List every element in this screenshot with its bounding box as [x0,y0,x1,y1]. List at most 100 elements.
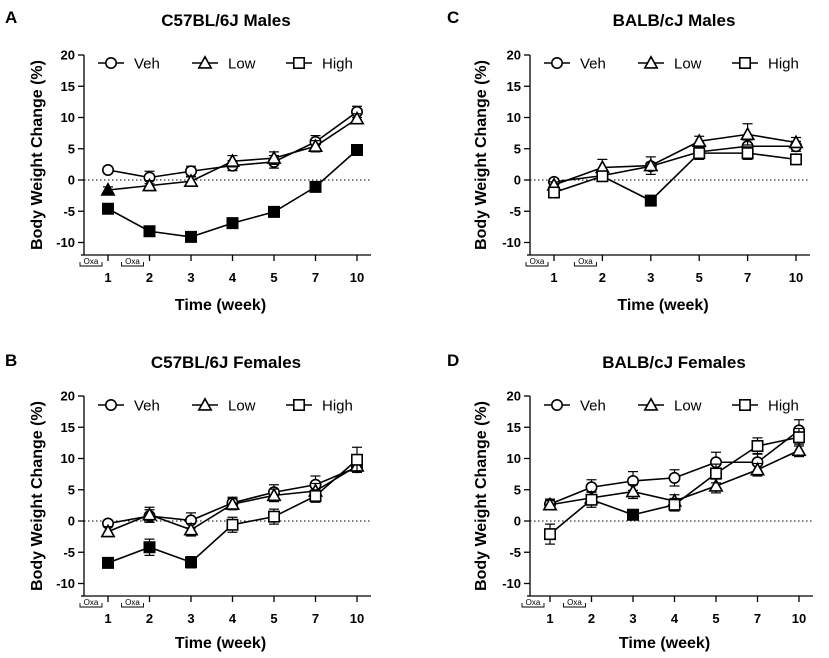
data-point [224,153,241,168]
y-tick-label: 0 [514,173,521,188]
x-tick-label: 7 [312,611,319,626]
data-point [596,170,609,183]
data-point [709,467,722,480]
data-point [102,202,115,215]
data-point [102,556,115,569]
oxa-bracket [563,603,586,608]
data-point [183,521,199,536]
data-point [349,110,365,125]
y-axis-title: Body Weight Change (%) [473,60,490,250]
data-point [585,493,598,506]
oxa-label: Oxa [526,598,541,607]
legend-entry-low: Low [192,55,256,73]
oxa-label: Oxa [530,257,545,266]
legend-label: Low [674,56,702,73]
legend-label: Veh [580,398,606,415]
legend-marker [105,398,118,411]
oxa-label: Oxa [84,598,99,607]
panel-letter: C [447,8,459,27]
x-tick-label: 3 [187,611,194,626]
data-point [226,217,239,230]
chart-title: C57BL/6J Males [161,11,290,30]
oxa-label: Oxa [125,257,140,266]
chart-title: BALB/cJ Females [602,353,746,372]
legend-entry-high: High [732,398,799,415]
data-point [141,506,158,521]
x-tick-label: 2 [588,611,595,626]
x-tick-label: 1 [104,611,111,626]
y-tick-label: 0 [68,514,75,529]
oxa-label: Oxa [567,598,582,607]
y-tick-label: 15 [61,79,75,94]
data-point [141,177,158,192]
oxa-bracket [121,603,144,608]
legend-marker [292,56,305,69]
y-tick-label: 5 [68,141,75,156]
legend-label: Veh [134,398,160,415]
x-tick-label: 10 [350,611,364,626]
oxa-label: Oxa [125,598,140,607]
x-tick-label: 10 [792,611,806,626]
y-tick-label: 5 [514,482,521,497]
y-tick-label: 15 [61,420,75,435]
legend-marker [738,56,751,69]
data-point [789,153,802,166]
series-high [547,146,802,207]
panel-a: A C57BL/6J Males -10 -5 0 5 10 15 20 1 2 3 4 5 7 10 Oxa O… [5,8,371,314]
data-point [143,225,156,238]
data-point [751,439,764,452]
legend-label: High [768,56,799,73]
x-tick-label: 1 [550,270,557,285]
legend-label: High [322,398,353,415]
y-tick-label: 10 [507,110,521,125]
x-axis-title: Time (week) [175,297,266,314]
data-point [267,205,280,218]
y-tick-label: 0 [68,173,75,188]
x-tick-label: 3 [629,611,636,626]
legend-marker [643,55,659,69]
x-tick-label: 5 [696,270,703,285]
data-point [643,157,659,172]
data-point [668,498,681,511]
legend-marker [550,56,563,69]
x-axis-title: Time (week) [617,297,708,314]
series-line [553,152,797,202]
data-point [792,431,805,444]
series-high [102,446,363,569]
data-point [350,144,363,157]
legend-marker [197,55,213,69]
data-point [185,556,198,569]
oxa-bracket [79,603,103,608]
y-tick-label: 0 [514,514,521,529]
panel-c: C BALB/cJ Males -10 -5 0 5 10 15 20 1 2 3 5 7 10 Oxa Oxa… [447,8,810,314]
oxa-bracket [525,262,549,267]
legend-label: Veh [580,56,606,73]
legend-marker [197,397,213,411]
panel-b: B C57BL/6J Females -10 -5 0 5 10 15 20 1 2 3 4 5 7 10 Ox… [5,351,371,652]
y-tick-label: 20 [61,389,75,404]
legend-entry-high: High [732,56,799,73]
y-tick-label: -10 [56,576,75,591]
legend-label: High [322,56,353,73]
legend-entry-low: Low [192,397,256,415]
x-tick-label: 5 [270,611,277,626]
x-tick-label: 7 [312,270,319,285]
data-point [307,138,324,153]
chart-title: C57BL/6J Females [151,353,301,372]
legend-label: Low [228,398,256,415]
legend-entry-high: High [286,56,353,73]
legend-entry-veh: Veh [98,56,160,73]
x-axis-title: Time (week) [175,635,266,652]
y-tick-label: 20 [507,48,521,63]
series-high [102,144,363,243]
data-point [309,180,322,193]
x-tick-label: 3 [187,270,194,285]
data-point [267,510,280,523]
legend-label: High [768,398,799,415]
panel-letter: B [5,351,17,370]
legend-marker [550,398,563,411]
y-tick-label: 20 [507,389,521,404]
series-low [546,123,804,191]
data-point [547,186,560,199]
